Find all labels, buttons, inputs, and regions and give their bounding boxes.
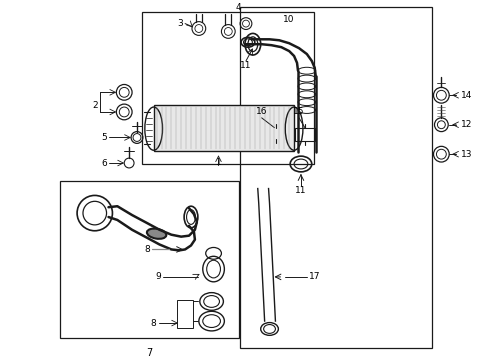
Text: 4: 4 xyxy=(235,3,241,12)
Text: 15: 15 xyxy=(293,108,304,117)
Bar xyxy=(240,7,431,348)
Ellipse shape xyxy=(146,229,166,239)
Bar xyxy=(267,128,285,139)
Bar xyxy=(177,301,193,328)
Polygon shape xyxy=(153,105,293,151)
Text: 8: 8 xyxy=(143,245,149,254)
Text: 17: 17 xyxy=(308,273,320,282)
Text: 5: 5 xyxy=(102,133,107,142)
Text: 16: 16 xyxy=(255,108,267,117)
Text: 8: 8 xyxy=(151,319,156,328)
Text: 3: 3 xyxy=(177,19,183,28)
Text: 1: 1 xyxy=(215,158,221,167)
Bar xyxy=(142,12,313,164)
Text: 11: 11 xyxy=(295,186,306,195)
Text: 7: 7 xyxy=(146,348,153,357)
Text: 11: 11 xyxy=(240,61,251,70)
Text: 9: 9 xyxy=(156,273,161,282)
Text: 6: 6 xyxy=(102,158,107,167)
Text: 13: 13 xyxy=(460,150,471,159)
Text: 12: 12 xyxy=(460,120,471,129)
Bar xyxy=(294,128,314,141)
Bar xyxy=(61,181,239,338)
Text: 10: 10 xyxy=(283,15,294,24)
Text: 2: 2 xyxy=(92,100,98,109)
Text: 14: 14 xyxy=(460,91,471,100)
